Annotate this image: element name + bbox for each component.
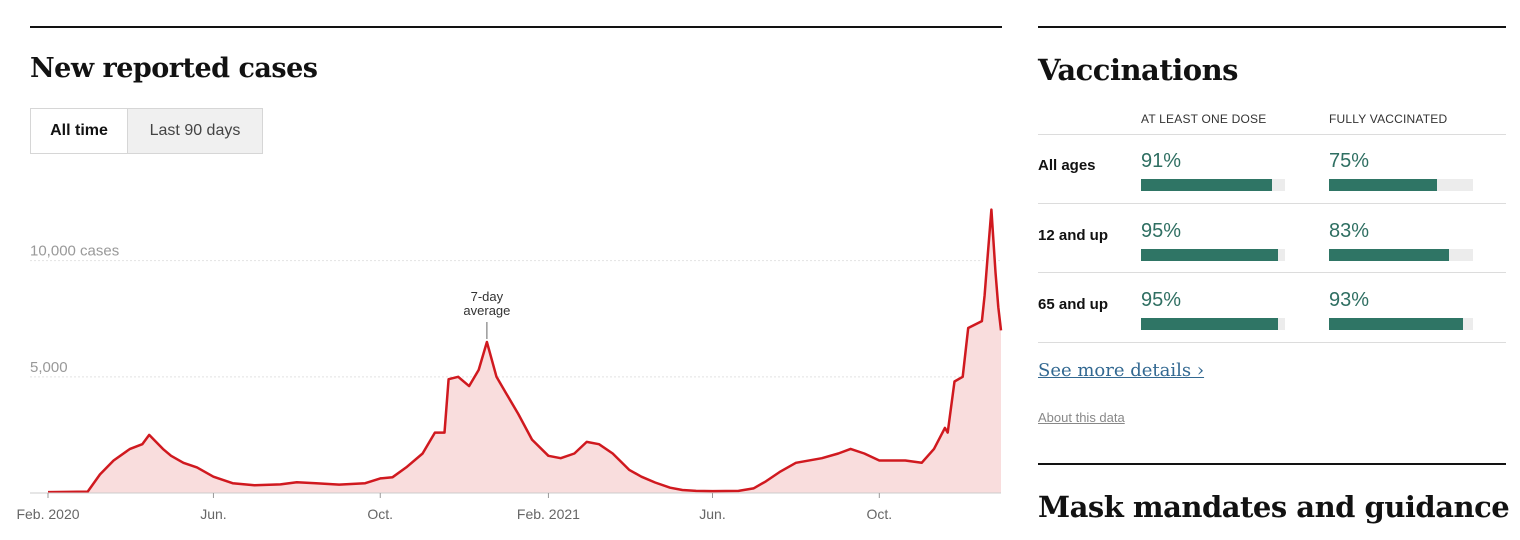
about-this-data-link[interactable]: About this data [1038,410,1125,425]
table-divider [1038,342,1506,343]
all-ages-dose-bar [1141,179,1285,191]
cases-area [48,209,1001,493]
tab-last-90-days[interactable]: Last 90 days [127,108,263,154]
y-tick-label: 5,000 [30,359,68,376]
col-header-at-least-one-dose: AT LEAST ONE DOSE [1141,112,1267,126]
table-divider [1038,203,1506,204]
12-up-dose-bar [1141,249,1285,261]
12-up-full-fill [1329,249,1449,261]
65-up-dose-fill [1141,318,1278,330]
top-rule-right [1038,26,1506,28]
top-rule-left [30,26,1002,28]
mask-mandates-title: Mask mandates and guidance [1038,490,1510,524]
see-more-details-link[interactable]: See more details › [1038,360,1205,381]
65-up-full-pct: 93% [1329,289,1370,311]
65-up-full-fill [1329,318,1463,330]
x-tick-label: Jun. [200,506,226,522]
row-label-12-and-up: 12 and up [1038,227,1109,244]
section-rule-mask [1038,463,1506,465]
table-divider [1038,272,1506,273]
x-tick-label: Feb. 2021 [517,506,580,522]
cases-section-title: New reported cases [30,53,318,84]
12-up-dose-pct: 95% [1141,220,1182,242]
all-ages-dose-pct: 91% [1141,150,1182,172]
cases-chart: 10,000 cases 5,000 Feb. 2020 Jun. Oct. Feb. 2… [16,208,1003,522]
65-up-full-bar [1329,318,1473,330]
tab-all-time[interactable]: All time [30,108,128,154]
annotation-label: 7-day [471,289,504,304]
12-up-dose-fill [1141,249,1278,261]
annotation-label: average [463,303,510,318]
65-up-dose-pct: 95% [1141,289,1182,311]
all-ages-dose-fill [1141,179,1273,191]
x-tick-label: Oct. [866,506,892,522]
row-label-all-ages: All ages [1038,157,1096,174]
row-label-65-and-up: 65 and up [1038,296,1109,313]
all-ages-full-bar [1329,179,1473,191]
all-ages-full-pct: 75% [1329,150,1370,172]
x-tick-label: Jun. [699,506,725,522]
y-tick-label: 10,000 cases [30,243,119,260]
cases-line [47,208,1003,494]
12-up-full-pct: 83% [1329,220,1370,242]
col-header-fully-vaccinated: FULLY VACCINATED [1329,112,1448,126]
65-up-dose-bar [1141,318,1285,330]
x-tick-label: Feb. 2020 [16,506,79,522]
12-up-full-bar [1329,249,1473,261]
all-ages-full-fill [1329,179,1437,191]
table-divider [1038,134,1506,135]
x-tick-label: Oct. [367,506,393,522]
vaccinations-title: Vaccinations [1038,53,1239,87]
